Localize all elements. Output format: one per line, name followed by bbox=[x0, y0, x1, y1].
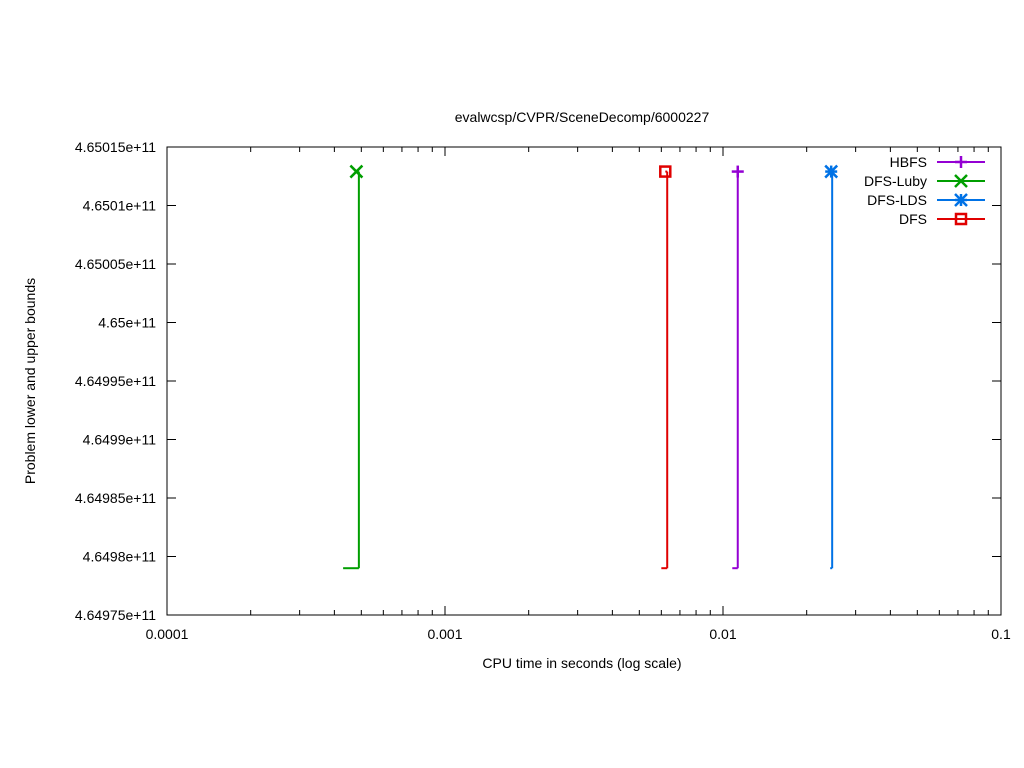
legend-item-dfs-luby: DFS-Luby bbox=[864, 173, 985, 189]
y-tick-label: 4.6501e+11 bbox=[83, 198, 157, 214]
series-hbfs-point bbox=[731, 165, 744, 178]
y-tick-label: 4.64995e+11 bbox=[75, 373, 156, 389]
chart-title: evalwcsp/CVPR/SceneDecomp/6000227 bbox=[455, 109, 710, 125]
x-tick-label: 0.001 bbox=[427, 626, 462, 642]
y-axis-label: Problem lower and upper bounds bbox=[22, 278, 38, 484]
series-hbfs bbox=[731, 165, 744, 570]
y-tick-label: 4.65e+11 bbox=[98, 315, 156, 331]
legend-label: DFS bbox=[899, 211, 927, 227]
legend-label: DFS-Luby bbox=[864, 173, 927, 189]
y-tick-label: 4.6498e+11 bbox=[83, 549, 157, 565]
legend-marker bbox=[954, 174, 968, 188]
series-dfs-lds-point bbox=[824, 164, 839, 179]
series-dfs-luby bbox=[343, 164, 364, 570]
x-tick-label: 0.01 bbox=[709, 626, 736, 642]
x-axis: 0.0001 0.001 0.01 0.1 bbox=[146, 147, 1011, 642]
series-dfs-point bbox=[659, 165, 672, 178]
y-tick-label: 4.65005e+11 bbox=[75, 256, 156, 272]
y-tick-label: 4.6499e+11 bbox=[83, 432, 157, 448]
legend-item-hbfs: HBFS bbox=[890, 154, 985, 170]
series-dfs-lds bbox=[824, 164, 839, 570]
legend-marker bbox=[955, 156, 967, 168]
series-layer bbox=[343, 164, 839, 570]
x-axis-label: CPU time in seconds (log scale) bbox=[482, 655, 681, 671]
legend-marker bbox=[954, 193, 968, 207]
legend-item-dfs-lds: DFS-LDS bbox=[867, 192, 985, 208]
series-dfs-luby-point bbox=[349, 164, 364, 179]
legend-marker bbox=[954, 212, 968, 226]
legend-item-dfs: DFS bbox=[899, 211, 985, 227]
legend-label: HBFS bbox=[890, 154, 927, 170]
y-tick-label: 4.64975e+11 bbox=[75, 607, 156, 623]
plot-frame bbox=[166, 146, 1002, 616]
legend-label: DFS-LDS bbox=[867, 192, 927, 208]
y-axis: 4.64975e+11 4.6498e+11 4.64985e+11 4.6499e+… bbox=[75, 139, 1001, 623]
legend: HBFS DFS-Luby DFS-LDS DFS bbox=[864, 154, 985, 227]
series-dfs bbox=[659, 165, 672, 570]
x-tick-label: 0.0001 bbox=[146, 626, 189, 642]
y-tick-label: 4.64985e+11 bbox=[75, 490, 156, 506]
x-tick-label: 0.1 bbox=[991, 626, 1011, 642]
y-tick-label: 4.65015e+11 bbox=[75, 139, 156, 155]
